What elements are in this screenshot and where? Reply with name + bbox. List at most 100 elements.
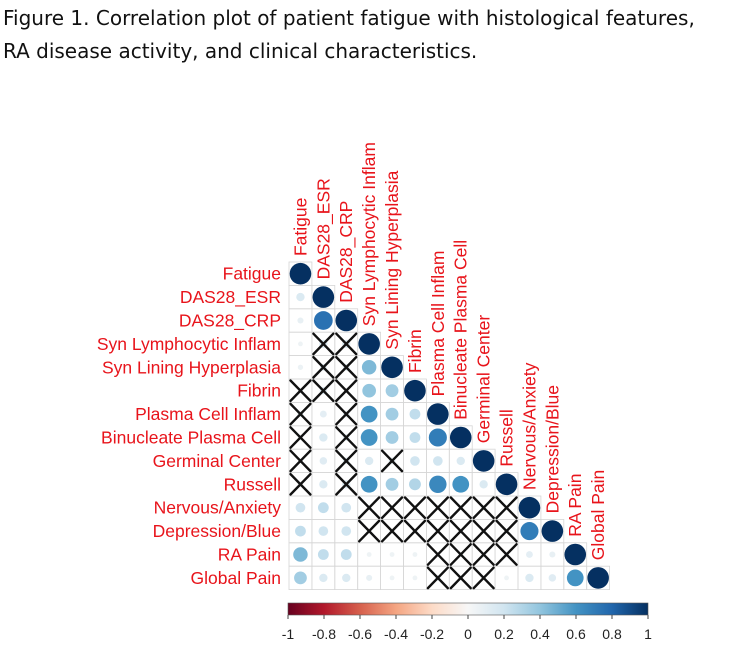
correlation-circle xyxy=(385,407,399,421)
nonsignificant-cross xyxy=(289,402,312,426)
correlation-circle xyxy=(319,433,328,442)
nonsignificant-cross xyxy=(472,519,495,543)
colorbar-tick-label: 0.6 xyxy=(566,626,586,642)
row-label: Global Pain xyxy=(191,568,281,588)
nonsignificant-crosses xyxy=(289,332,518,590)
nonsignificant-cross xyxy=(289,449,312,473)
column-label: DAS28_ESR xyxy=(313,178,334,279)
correlation-circle xyxy=(319,573,328,583)
correlation-circle xyxy=(297,364,304,370)
colorbar-tick-label: -1 xyxy=(282,626,295,642)
nonsignificant-cross xyxy=(312,332,335,356)
colorbar-tick-label: 0.8 xyxy=(602,626,622,642)
correlation-circle xyxy=(360,475,378,493)
row-label: Germinal Center xyxy=(153,451,282,471)
correlation-circle xyxy=(294,571,307,585)
correlation-circle xyxy=(479,480,488,489)
colorbar-gradient xyxy=(287,602,649,616)
caption-line-2: RA disease activity, and clinical charac… xyxy=(3,39,478,63)
correlation-circle xyxy=(293,547,308,562)
figure-caption: Figure 1. Correlation plot of patient fa… xyxy=(3,2,743,68)
caption-line-1: Figure 1. Correlation plot of patient fa… xyxy=(3,6,695,30)
correlation-circle xyxy=(549,551,556,558)
correlation-circle xyxy=(518,496,541,519)
correlation-circle xyxy=(360,405,378,423)
row-label: RA Pain xyxy=(218,545,281,565)
column-label: Global Pain xyxy=(588,470,608,560)
correlation-circle xyxy=(319,410,327,418)
correlation-circle xyxy=(452,475,470,493)
correlation-circle xyxy=(385,431,399,444)
nonsignificant-cross xyxy=(495,543,518,566)
nonsignificant-cross xyxy=(358,519,381,543)
correlation-circle xyxy=(297,317,304,324)
correlation-circle xyxy=(410,456,420,466)
colorbar-tick-label: 0 xyxy=(464,626,472,642)
correlation-circle xyxy=(404,379,426,402)
column-label: Syn Lymphocytic Inflam xyxy=(359,142,379,326)
correlation-circle xyxy=(385,384,399,398)
row-label: DAS28_ESR xyxy=(180,287,281,308)
correlation-circle xyxy=(366,552,372,557)
correlation-circle xyxy=(295,525,306,537)
nonsignificant-cross xyxy=(289,379,312,403)
correlation-circle xyxy=(360,429,378,446)
colorbar: -1 -0.8 -0.6 -0.4 -0.2 0 0.2 0.4 0.6 0.8 1 xyxy=(282,602,652,642)
nonsignificant-cross xyxy=(335,449,358,473)
correlation-circle xyxy=(428,428,447,447)
column-label: RA Pain xyxy=(565,474,585,537)
nonsignificant-cross xyxy=(335,355,358,379)
nonsignificant-cross xyxy=(426,566,449,590)
correlation-circle xyxy=(289,262,312,285)
column-label: Fatigue xyxy=(290,198,310,256)
nonsignificant-cross xyxy=(335,402,358,426)
nonsignificant-cross xyxy=(403,519,427,543)
column-label: Germinal Center xyxy=(474,315,494,444)
row-label: Fatigue xyxy=(223,264,281,284)
correlation-circle xyxy=(412,575,418,581)
correlation-circle xyxy=(312,286,335,308)
grid-cell xyxy=(586,565,611,591)
colorbar-tick-label: -0.6 xyxy=(348,626,372,642)
row-label: Russell xyxy=(224,474,281,494)
correlation-circle xyxy=(548,574,557,582)
nonsignificant-cross xyxy=(426,496,449,520)
nonsignificant-cross xyxy=(449,566,472,590)
row-label: Nervous/Anxiety xyxy=(154,498,282,518)
correlation-circle xyxy=(340,549,352,560)
nonsignificant-cross xyxy=(472,496,495,520)
nonsignificant-cross xyxy=(380,496,404,520)
correlation-circle xyxy=(526,551,533,558)
correlation-circle xyxy=(366,574,373,581)
correlation-circle xyxy=(342,573,351,583)
correlation-circle xyxy=(472,450,495,472)
row-label: Fibrin xyxy=(237,381,281,401)
correlation-circle xyxy=(520,522,539,541)
correlation-circle xyxy=(409,432,421,443)
correlation-circle xyxy=(381,356,403,379)
nonsignificant-cross xyxy=(358,496,381,520)
correlation-circle xyxy=(409,478,421,491)
colorbar-tick-label: -0.8 xyxy=(312,626,336,642)
column-label: Russell xyxy=(497,409,517,466)
correlation-circle xyxy=(389,552,395,557)
row-label: Syn Lining Hyperplasia xyxy=(102,357,281,377)
row-label: Plasma Cell Inflam xyxy=(135,404,281,424)
column-label: Binucleate Plasma Cell xyxy=(451,240,471,420)
correlation-circle xyxy=(541,520,564,542)
correlation-circle xyxy=(296,292,305,302)
row-label: Binucleate Plasma Cell xyxy=(101,428,281,448)
nonsignificant-cross xyxy=(495,519,518,543)
correlation-circle xyxy=(427,403,449,425)
row-label: Depression/Blue xyxy=(153,521,281,541)
nonsignificant-cross xyxy=(426,519,449,543)
correlation-circle xyxy=(564,543,587,566)
correlation-circle xyxy=(318,526,329,536)
correlation-circle xyxy=(449,426,472,449)
nonsignificant-cross xyxy=(335,379,358,403)
correlation-circle xyxy=(314,311,333,330)
nonsignificant-cross xyxy=(335,472,358,496)
row-label: DAS28_CRP xyxy=(179,311,281,332)
correlation-circle xyxy=(341,502,352,513)
